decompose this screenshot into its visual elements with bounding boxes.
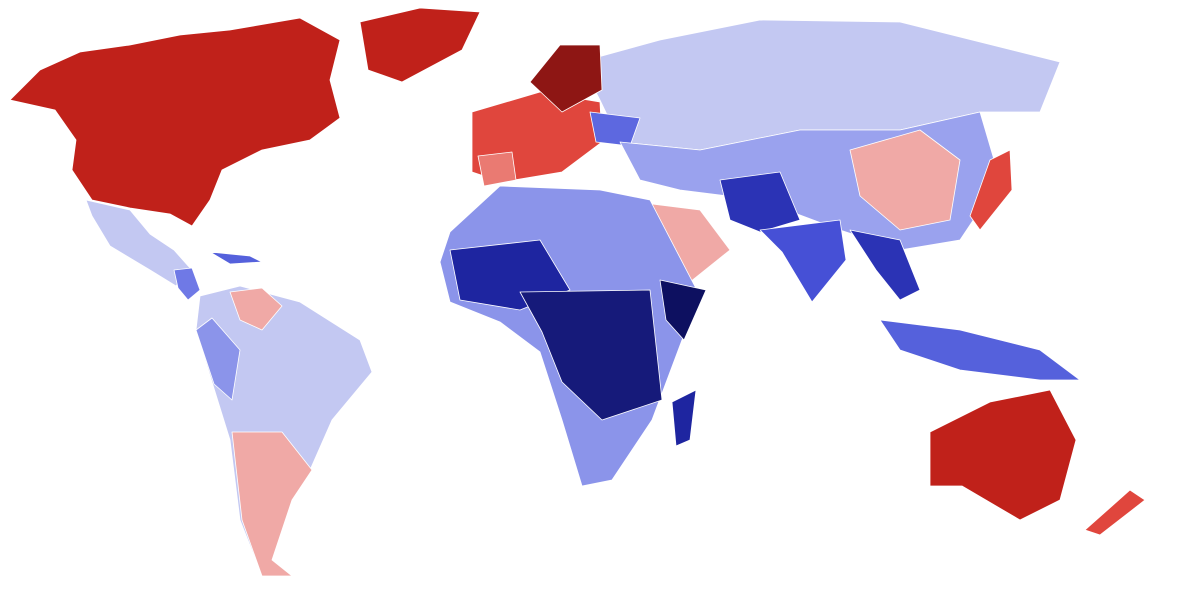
southern-cone	[231, 431, 313, 577]
scandinavia	[529, 44, 603, 113]
southeast-asia	[849, 229, 921, 301]
central-africa	[519, 289, 663, 421]
australia	[929, 389, 1077, 521]
madagascar	[671, 389, 697, 447]
south-asia	[719, 171, 801, 233]
new-zealand	[1084, 489, 1146, 536]
india	[759, 219, 847, 303]
north-america	[9, 17, 341, 227]
horn-of-africa	[659, 279, 707, 341]
japan	[969, 149, 1013, 231]
china	[849, 129, 961, 231]
iberia	[477, 151, 517, 187]
indonesia	[879, 319, 1081, 381]
caribbean	[209, 251, 263, 265]
central-america	[173, 267, 201, 301]
andes	[195, 317, 241, 401]
greenland	[359, 7, 481, 83]
venezuela	[229, 287, 283, 331]
